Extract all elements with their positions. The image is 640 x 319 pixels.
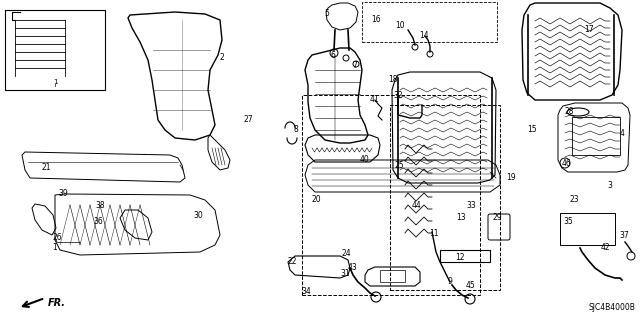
Text: 26: 26 <box>52 233 62 241</box>
Text: 9: 9 <box>447 278 452 286</box>
Text: 4: 4 <box>620 129 625 137</box>
Text: 16: 16 <box>371 16 381 25</box>
Text: 21: 21 <box>41 164 51 173</box>
Text: 38: 38 <box>95 201 105 210</box>
Text: 30: 30 <box>193 211 203 219</box>
Bar <box>302 95 480 295</box>
Bar <box>572 117 620 155</box>
Text: 43: 43 <box>347 263 357 272</box>
Text: 32: 32 <box>393 91 403 100</box>
Text: 33: 33 <box>466 201 476 210</box>
Text: 20: 20 <box>311 196 321 204</box>
Text: SJC4B4000B: SJC4B4000B <box>588 303 635 312</box>
Text: 37: 37 <box>619 231 629 240</box>
Text: 35: 35 <box>563 218 573 226</box>
Bar <box>362 2 497 42</box>
Text: 18: 18 <box>388 76 397 85</box>
Text: 45: 45 <box>466 280 476 290</box>
Text: 40: 40 <box>360 155 370 165</box>
Text: 27: 27 <box>243 115 253 124</box>
Text: 17: 17 <box>584 26 594 34</box>
Text: 39: 39 <box>58 189 68 197</box>
Text: 41: 41 <box>369 95 379 105</box>
Text: 3: 3 <box>607 181 612 189</box>
Bar <box>440 250 490 262</box>
Text: 22: 22 <box>287 257 297 266</box>
Text: 34: 34 <box>301 287 311 296</box>
Bar <box>380 270 405 282</box>
Bar <box>560 213 615 245</box>
Text: 7: 7 <box>353 61 357 70</box>
Text: 10: 10 <box>395 20 405 29</box>
Text: 31: 31 <box>340 269 350 278</box>
Text: 46: 46 <box>561 159 571 167</box>
Text: 2: 2 <box>220 53 225 62</box>
Bar <box>390 105 500 290</box>
Text: 13: 13 <box>456 213 466 222</box>
Text: 14: 14 <box>419 31 429 40</box>
Text: 1: 1 <box>52 79 57 85</box>
Text: 44: 44 <box>411 201 421 210</box>
Text: 23: 23 <box>569 196 579 204</box>
Text: 19: 19 <box>506 173 516 182</box>
Bar <box>5 10 105 90</box>
Text: 1: 1 <box>52 243 58 253</box>
Text: 42: 42 <box>600 243 610 253</box>
Text: 25: 25 <box>394 160 404 169</box>
Text: 24: 24 <box>341 249 351 257</box>
Text: 28: 28 <box>564 108 573 116</box>
Text: 12: 12 <box>455 254 465 263</box>
Text: 11: 11 <box>429 228 439 238</box>
Text: 6: 6 <box>331 50 335 60</box>
Text: 15: 15 <box>527 125 537 135</box>
Text: 29: 29 <box>492 213 502 222</box>
Text: 36: 36 <box>93 218 103 226</box>
Text: FR.: FR. <box>48 298 66 308</box>
Text: 8: 8 <box>294 125 298 135</box>
Text: 5: 5 <box>324 9 330 18</box>
